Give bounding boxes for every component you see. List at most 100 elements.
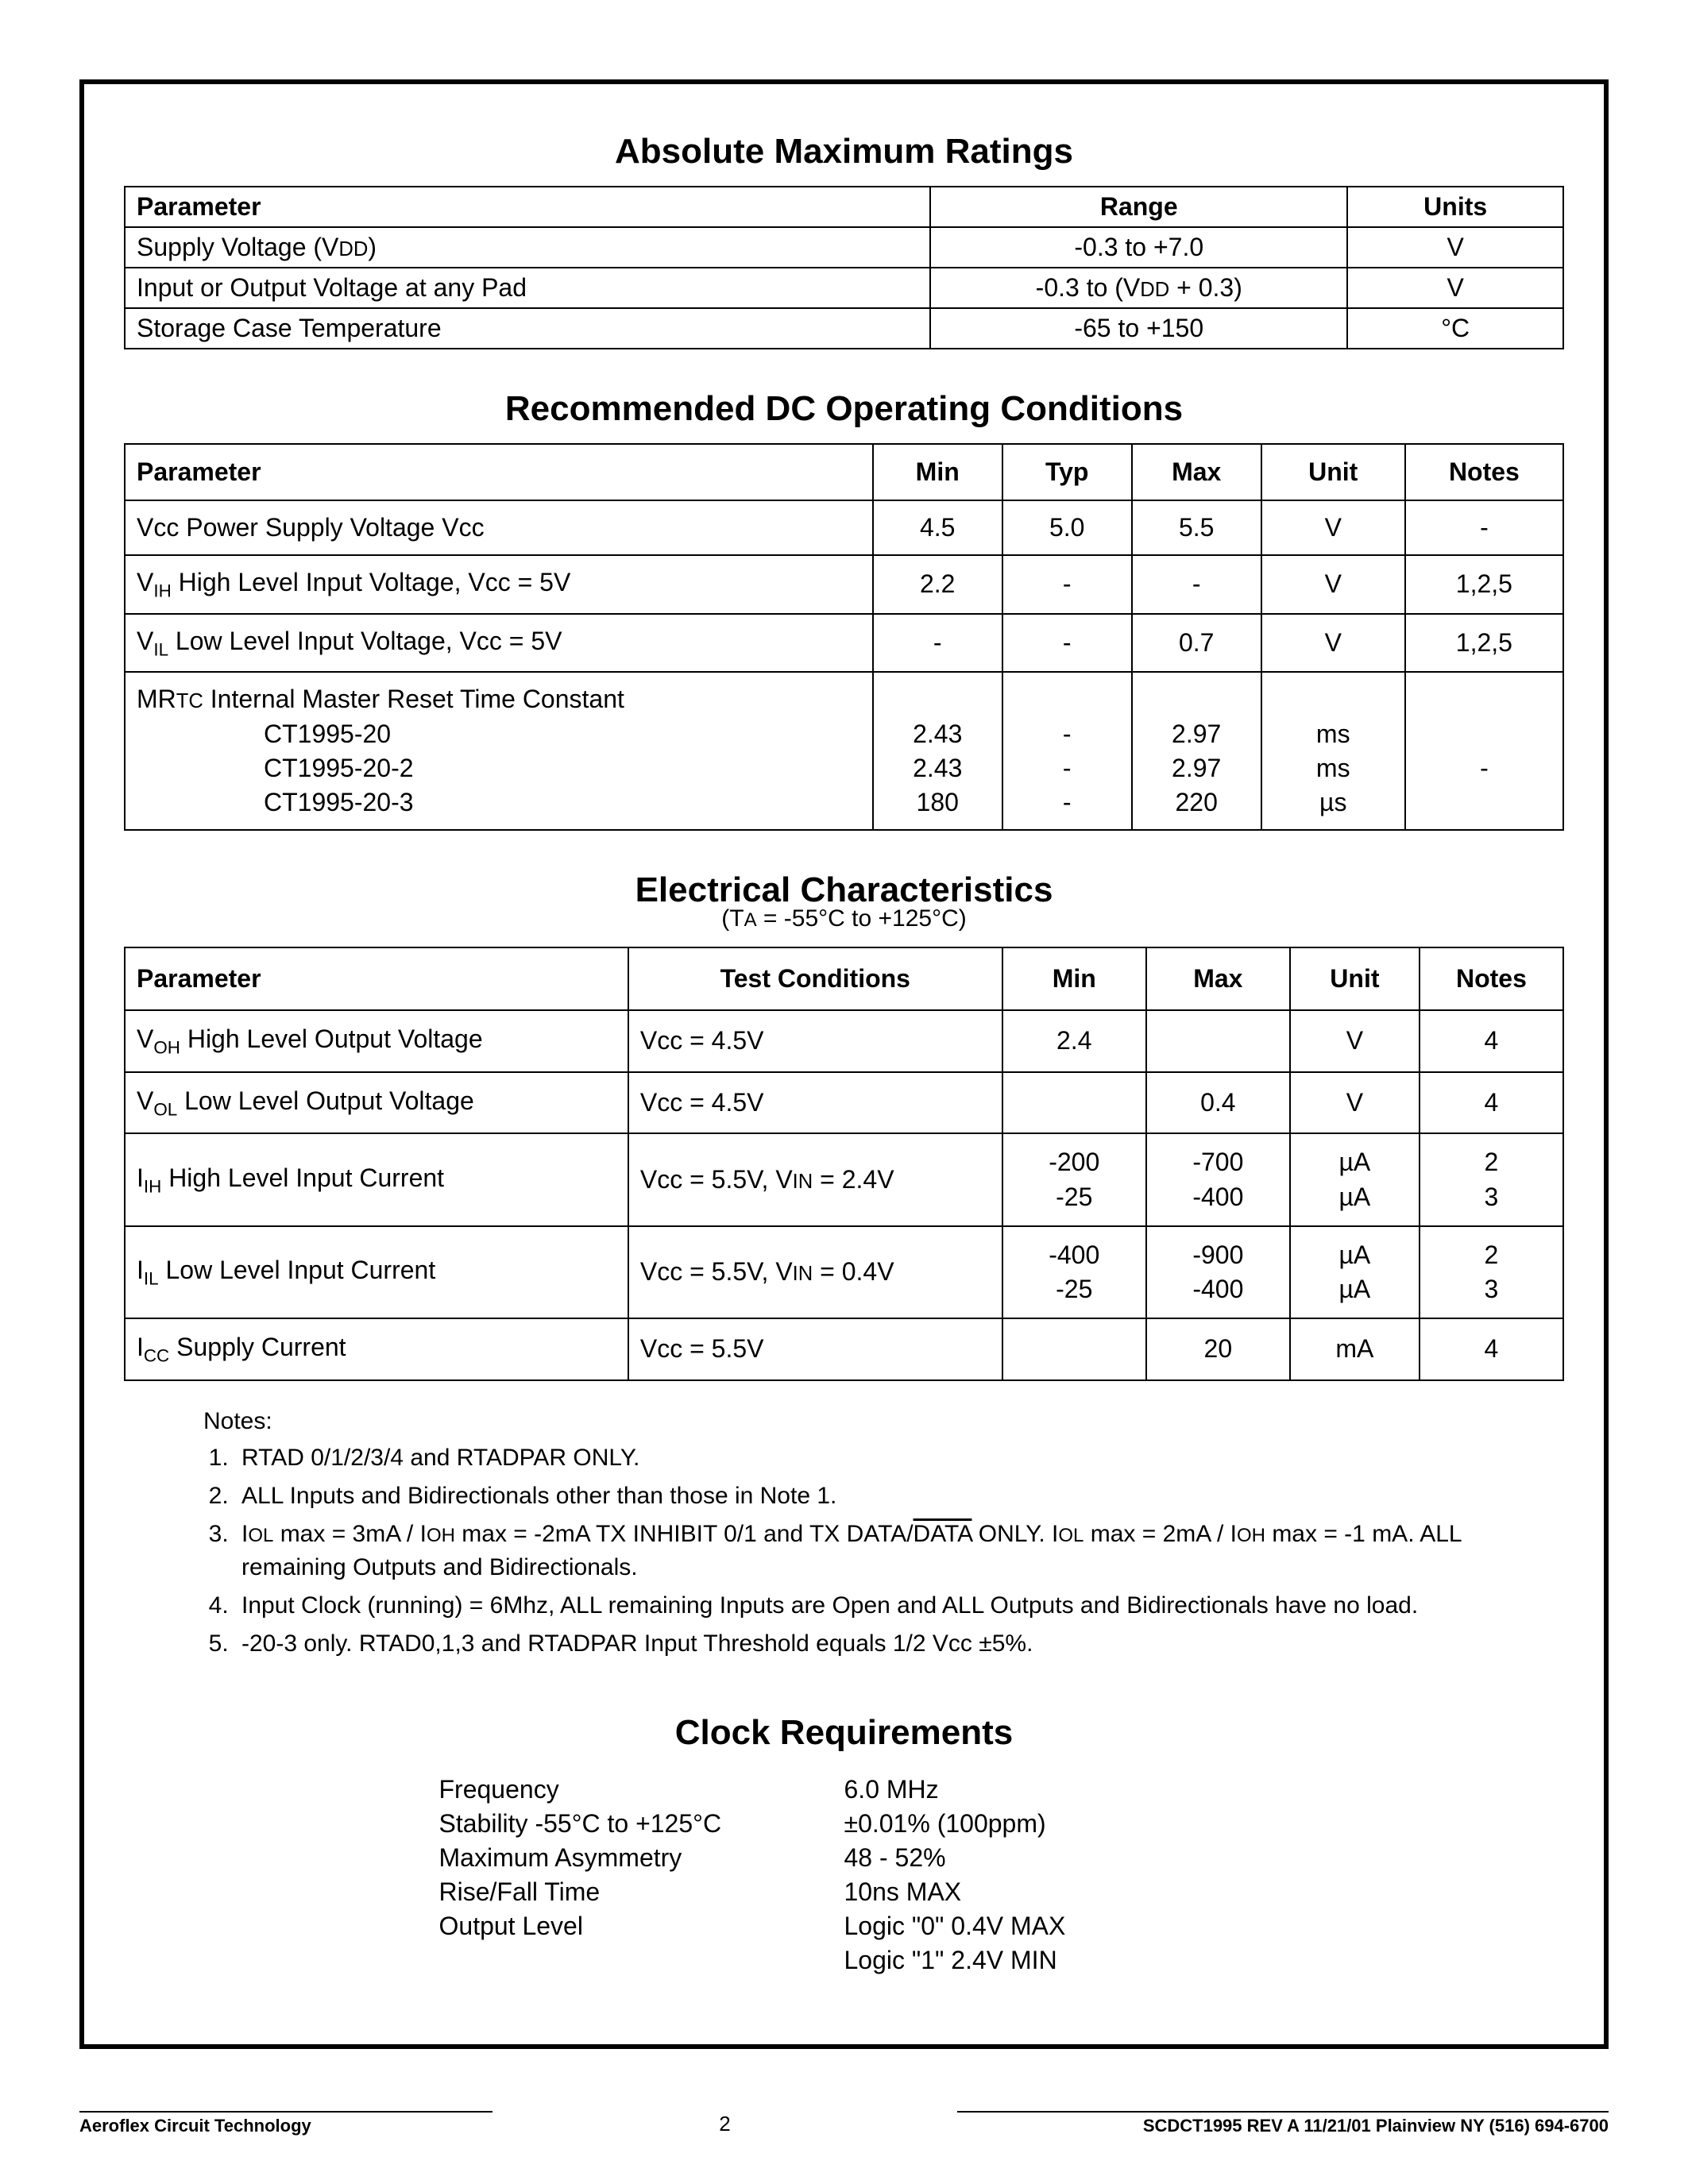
col-max: Max xyxy=(1146,947,1290,1010)
table-cell: 2.432.43180 xyxy=(873,672,1002,830)
footer-right: SCDCT1995 REV A 11/21/01 Plainview NY (5… xyxy=(957,2111,1609,2136)
note-item: Input Clock (running) = 6Mhz, ALL remain… xyxy=(235,1589,1564,1623)
table-cell: -65 to +150 xyxy=(930,308,1347,349)
table-cell: 0.7 xyxy=(1132,614,1261,673)
table-cell: Supply Voltage (VDD) xyxy=(125,227,930,268)
table-row: VOH High Level Output VoltageVcc = 4.5V2… xyxy=(125,1010,1563,1072)
table-row: Storage Case Temperature-65 to +150°C xyxy=(125,308,1563,349)
notes-heading: Notes: xyxy=(203,1405,1564,1438)
col-min: Min xyxy=(1002,947,1146,1010)
clock-value: 10ns MAX xyxy=(844,1877,1250,1907)
table-cell: Vcc = 5.5V xyxy=(628,1318,1002,1380)
table-header-row: Parameter Min Typ Max Unit Notes xyxy=(125,444,1563,500)
table-cell: °C xyxy=(1347,308,1563,349)
table-cell: ICC Supply Current xyxy=(125,1318,628,1380)
table-cell: -400-25 xyxy=(1002,1226,1146,1318)
table-cell: 1,2,5 xyxy=(1405,614,1563,673)
table-row: VIH High Level Input Voltage, Vcc = 5V2.… xyxy=(125,555,1563,614)
table-cell xyxy=(1002,1318,1146,1380)
table-cell: 23 xyxy=(1420,1226,1563,1318)
table-cell: Vcc = 5.5V, VIN = 2.4V xyxy=(628,1133,1002,1225)
table-cell xyxy=(1146,1010,1290,1072)
table-cell xyxy=(1002,1072,1146,1134)
table-cell: -900-400 xyxy=(1146,1226,1290,1318)
table-cell: 5.5 xyxy=(1132,500,1261,555)
amr-title: Absolute Maximum Ratings xyxy=(124,132,1564,172)
col-range: Range xyxy=(930,187,1347,227)
table-cell: IIL Low Level Input Current xyxy=(125,1226,628,1318)
table-cell: 2.2 xyxy=(873,555,1002,614)
table-row: IIL Low Level Input CurrentVcc = 5.5V, V… xyxy=(125,1226,1563,1318)
table-cell: - xyxy=(873,614,1002,673)
table-cell: V xyxy=(1261,555,1405,614)
table-cell: - xyxy=(1002,555,1132,614)
clock-key: Maximum Asymmetry xyxy=(439,1843,844,1873)
clock-row: Stability -55°C to +125°C±0.01% (100ppm) xyxy=(439,1809,1250,1839)
table-cell: 4 xyxy=(1420,1010,1563,1072)
footer-left: Aeroflex Circuit Technology xyxy=(79,2111,492,2136)
table-cell: Storage Case Temperature xyxy=(125,308,930,349)
col-parameter: Parameter xyxy=(125,947,628,1010)
clock-value: 6.0 MHz xyxy=(844,1775,1250,1804)
note-item: -20-3 only. RTAD0,1,3 and RTADPAR Input … xyxy=(235,1627,1564,1661)
dc-table: Parameter Min Typ Max Unit Notes Vcc Pow… xyxy=(124,443,1564,831)
table-cell: V xyxy=(1347,268,1563,308)
clock-key: Stability -55°C to +125°C xyxy=(439,1809,844,1839)
amr-body: Supply Voltage (VDD)-0.3 to +7.0VInput o… xyxy=(125,227,1563,349)
table-cell: Input or Output Voltage at any Pad xyxy=(125,268,930,308)
table-cell: 1,2,5 xyxy=(1405,555,1563,614)
page: Absolute Maximum Ratings Parameter Range… xyxy=(0,0,1688,2184)
col-typ: Typ xyxy=(1002,444,1132,500)
clock-value: 48 - 52% xyxy=(844,1843,1250,1873)
dc-title: Recommended DC Operating Conditions xyxy=(124,389,1564,429)
col-notes: Notes xyxy=(1420,947,1563,1010)
note-item: RTAD 0/1/2/3/4 and RTADPAR ONLY. xyxy=(235,1441,1564,1475)
table-cell: V xyxy=(1261,614,1405,673)
col-max: Max xyxy=(1132,444,1261,500)
table-cell: - xyxy=(1002,614,1132,673)
clock-req-list: Frequency6.0 MHzStability -55°C to +125°… xyxy=(439,1775,1250,1975)
table-row: Input or Output Voltage at any Pad-0.3 t… xyxy=(125,268,1563,308)
clock-key: Frequency xyxy=(439,1775,844,1804)
clock-row: Frequency6.0 MHz xyxy=(439,1775,1250,1804)
table-cell: - xyxy=(1405,672,1563,830)
table-cell: V xyxy=(1347,227,1563,268)
footer-page-number: 2 xyxy=(492,2112,957,2136)
table-cell: Vcc = 5.5V, VIN = 0.4V xyxy=(628,1226,1002,1318)
clock-row: Maximum Asymmetry48 - 52% xyxy=(439,1843,1250,1873)
table-cell: µAµA xyxy=(1290,1133,1420,1225)
clock-value: ±0.01% (100ppm) xyxy=(844,1809,1250,1839)
note-item: ALL Inputs and Bidirectionals other than… xyxy=(235,1480,1564,1513)
table-cell: VIH High Level Input Voltage, Vcc = 5V xyxy=(125,555,873,614)
col-parameter: Parameter xyxy=(125,444,873,500)
col-min: Min xyxy=(873,444,1002,500)
clock-value: Logic "0" 0.4V MAX xyxy=(844,1912,1250,1941)
col-parameter: Parameter xyxy=(125,187,930,227)
notes-list: RTAD 0/1/2/3/4 and RTADPAR ONLY. ALL Inpu… xyxy=(235,1441,1564,1661)
table-cell: IIH High Level Input Current xyxy=(125,1133,628,1225)
table-row: Vcc Power Supply Voltage Vcc4.55.05.5V- xyxy=(125,500,1563,555)
table-cell: 2.4 xyxy=(1002,1010,1146,1072)
table-row: MRTC Internal Master Reset Time Constant… xyxy=(125,672,1563,830)
col-unit: Unit xyxy=(1261,444,1405,500)
table-cell: Vcc = 4.5V xyxy=(628,1072,1002,1134)
dc-body: Vcc Power Supply Voltage Vcc4.55.05.5V-V… xyxy=(125,500,1563,830)
table-cell: V xyxy=(1290,1010,1420,1072)
table-cell: 23 xyxy=(1420,1133,1563,1225)
table-cell: V xyxy=(1261,500,1405,555)
table-cell: µAµA xyxy=(1290,1226,1420,1318)
clock-row: Output LevelLogic "0" 0.4V MAX xyxy=(439,1912,1250,1941)
clock-title: Clock Requirements xyxy=(124,1713,1564,1753)
table-cell: - xyxy=(1132,555,1261,614)
content-frame: Absolute Maximum Ratings Parameter Range… xyxy=(79,79,1609,2049)
table-cell: Vcc = 4.5V xyxy=(628,1010,1002,1072)
table-cell: 5.0 xyxy=(1002,500,1132,555)
clock-row: Rise/Fall Time10ns MAX xyxy=(439,1877,1250,1907)
table-cell: 4 xyxy=(1420,1318,1563,1380)
col-units: Units xyxy=(1347,187,1563,227)
table-cell: VOH High Level Output Voltage xyxy=(125,1010,628,1072)
table-cell: - xyxy=(1405,500,1563,555)
table-row: ICC Supply CurrentVcc = 5.5V20mA4 xyxy=(125,1318,1563,1380)
ec-title: Electrical Characteristics xyxy=(124,870,1564,910)
clock-key: Output Level xyxy=(439,1912,844,1941)
